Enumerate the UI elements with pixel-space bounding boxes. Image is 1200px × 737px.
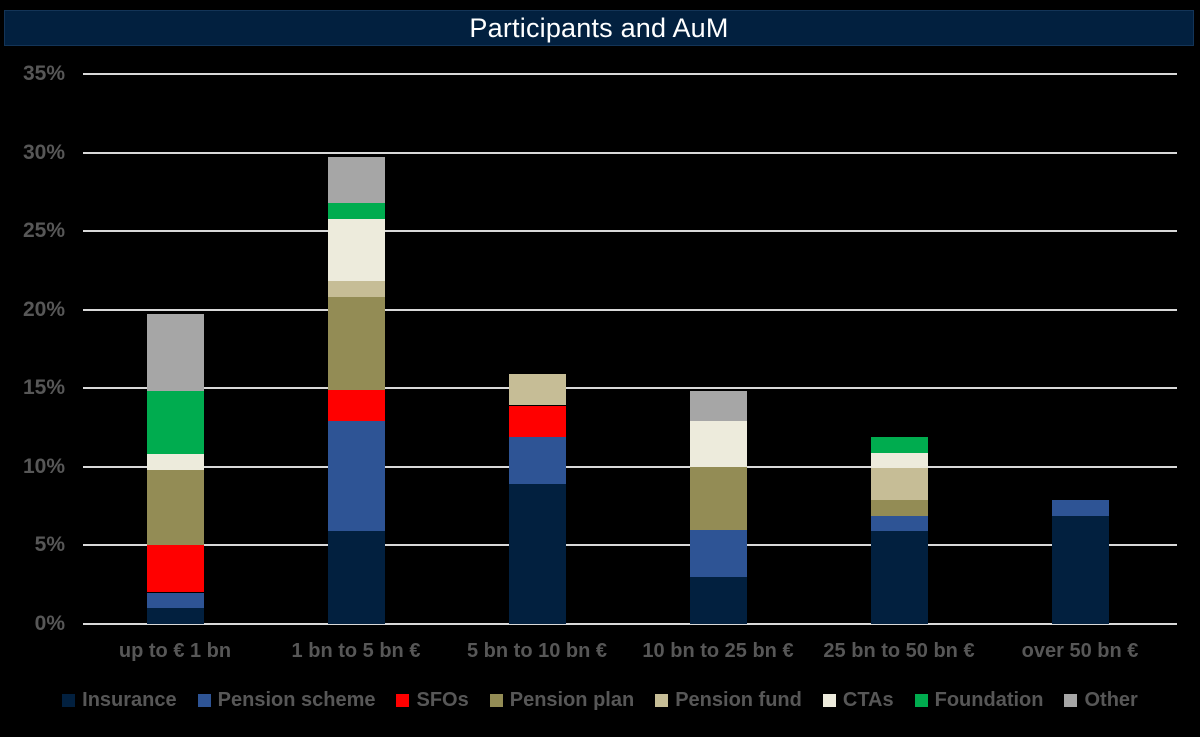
legend-item-pension-fund: Pension fund [655, 689, 802, 712]
legend-item-pension-scheme: Pension scheme [197, 689, 376, 712]
legend-label: SFOs [416, 689, 469, 711]
legend-label: CTAs [842, 689, 894, 711]
bar-segment-pension-fund [870, 468, 928, 500]
gridline-25% [83, 230, 1177, 233]
gridline-10% [83, 465, 1177, 468]
bar-segment-ctas [327, 218, 385, 282]
legend-swatch-icon [396, 694, 410, 707]
legend-item-other: Other [1064, 689, 1138, 712]
y-axis-label: 0% [34, 612, 65, 635]
bar-segment-foundation [146, 391, 204, 455]
y-axis-label: 30% [22, 140, 65, 164]
bar-segment-insurance [870, 531, 928, 624]
legend-swatch-icon [1064, 694, 1078, 707]
y-axis-label: 15% [22, 376, 65, 400]
bar-segment-pension-scheme [1051, 499, 1109, 516]
x-axis-label: up to € 1 bn [118, 640, 232, 662]
y-axis-label: 20% [22, 297, 65, 321]
legend: Insurance Pension scheme SFOs Pension plan P… [0, 689, 1200, 712]
bar-segment-insurance [1051, 515, 1109, 624]
legend-item-pension-plan: Pension plan [489, 689, 635, 712]
y-axis-label: 5% [34, 533, 65, 557]
bar-segment-other [327, 157, 385, 203]
bar-segment-insurance [689, 576, 747, 624]
bar-segment-sfos [327, 389, 385, 422]
bar-segment-other [146, 314, 204, 392]
legend-item-foundation: Foundation [914, 689, 1044, 712]
bar-segment-foundation [870, 437, 928, 453]
bar-segment-pension-scheme [689, 529, 747, 577]
legend-item-ctas: CTAs [822, 689, 894, 712]
bar-segment-sfos [146, 545, 204, 593]
x-axis-label: over 50 bn € [1021, 640, 1139, 662]
legend-swatch-icon [914, 694, 928, 707]
gridline-0% [83, 623, 1177, 625]
y-axis-label: 10% [22, 454, 65, 478]
x-axis-label: 10 bn to 25 bn € [642, 640, 794, 662]
legend-swatch-icon [62, 694, 76, 707]
bar-segment-pension-scheme [327, 421, 385, 532]
bar-segment-pension-plan [146, 470, 204, 546]
bar-segment-pension-plan [689, 466, 747, 530]
bar-segment-insurance [327, 531, 385, 624]
gridline-20% [83, 308, 1177, 311]
bar-segment-pension-scheme [508, 437, 566, 485]
bar-segment-insurance [146, 608, 204, 624]
legend-label: Other [1084, 689, 1138, 711]
legend-label: Insurance [82, 689, 177, 711]
bar-segment-ctas [870, 452, 928, 469]
legend-swatch-icon [822, 694, 836, 707]
x-axis-label: 25 bn to 50 bn € [823, 640, 975, 662]
gridline-5% [83, 544, 1177, 547]
x-axis-label: 1 bn to 5 bn € [291, 640, 421, 662]
x-axis-label: 5 bn to 10 bn € [466, 640, 608, 662]
bar-segment-ctas [146, 454, 204, 470]
bar-segment-pension-fund [327, 281, 385, 298]
legend-label: Pension fund [675, 689, 802, 711]
y-axis-label: 35% [22, 62, 65, 85]
y-axis-label: 25% [22, 219, 65, 243]
bar-segment-ctas [689, 421, 747, 467]
legend-item-insurance: Insurance [62, 689, 177, 712]
bar-segment-sfos [508, 405, 566, 437]
legend-swatch-icon [489, 694, 503, 707]
bar-segment-insurance [508, 484, 566, 624]
legend-swatch-icon [655, 694, 669, 707]
gridline-15% [83, 387, 1177, 390]
chart-title: Participants and AuM [469, 12, 729, 43]
bar-segment-pension-scheme [146, 592, 204, 609]
gridline-30% [83, 151, 1177, 154]
chart-title-bar: Participants and AuM [4, 10, 1194, 46]
legend-swatch-icon [197, 694, 211, 707]
legend-label: Foundation [934, 689, 1044, 711]
bar-segment-pension-plan [327, 297, 385, 390]
legend-item-sfos: SFOs [396, 689, 469, 712]
legend-label: Pension plan [509, 689, 635, 711]
bar-segment-pension-scheme [870, 515, 928, 532]
bar-segment-pension-plan [870, 499, 928, 516]
bar-segment-pension-fund [508, 374, 566, 406]
bar-segment-foundation [327, 202, 385, 219]
legend-label: Pension scheme [217, 689, 376, 711]
bar-segment-other [689, 391, 747, 422]
gridline-35% [83, 73, 1177, 75]
